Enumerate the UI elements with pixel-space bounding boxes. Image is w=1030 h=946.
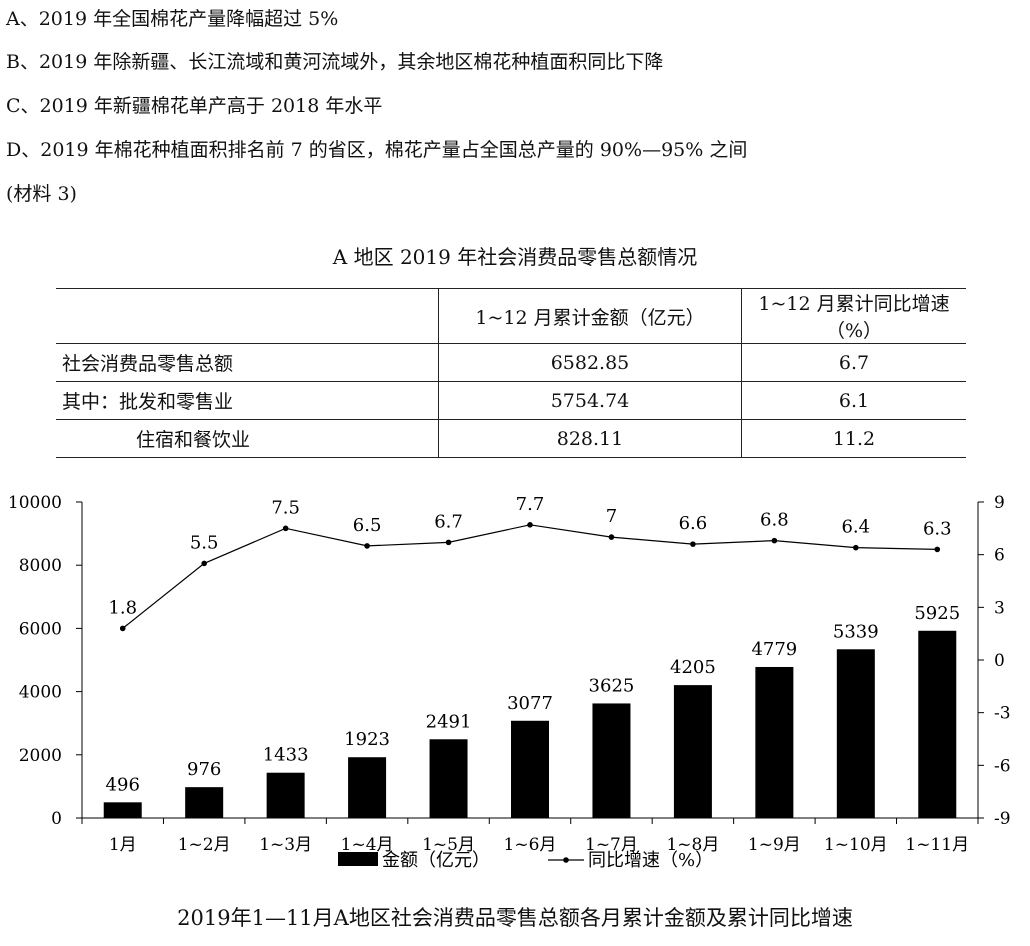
growth-point: [119, 625, 126, 632]
growth-point: [445, 539, 452, 546]
growth-line: [122, 524, 938, 629]
table-row-growth: 6.1: [741, 381, 966, 420]
growth-value-label: 6.8: [760, 510, 789, 531]
x-axis-category-label: 1~6月: [504, 835, 557, 855]
question-option-b: B、2019 年除新疆、长江流域和黄河流域外，其余地区棉花种植面积同比下降: [6, 51, 664, 73]
table-row-amount: 6582.85: [438, 343, 742, 382]
combo-chart: 0 2000 4000 6000 8000 10000 -9 -6 -3 0 3 6 9 496 976 14…: [8, 493, 1011, 871]
table-header-growth: 1~12 月累计同比增速（%）: [741, 288, 966, 344]
growth-point: [853, 544, 859, 551]
left-axis-tick-label: 0: [51, 809, 62, 829]
bar-value-label: 496: [106, 774, 140, 795]
right-axis-tick-label: -3: [994, 704, 1011, 724]
bar-value-label: 3625: [589, 675, 635, 696]
table-row-label: 社会消费品零售总额: [56, 343, 439, 382]
table-title: A 地区 2019 年社会消费品零售总额情况: [332, 245, 698, 269]
question-option-d: D、2019 年棉花种植面积排名前 7 的省区，棉花产量占全国总产量的 90%—…: [6, 139, 748, 161]
growth-point: [934, 546, 941, 553]
x-axis-category-label: 1~8月: [666, 835, 719, 855]
left-axis-tick-label: 6000: [19, 619, 62, 639]
growth-value-label: 6.4: [841, 517, 870, 538]
right-axis-tick-label: 3: [994, 598, 1005, 618]
growth-value-label: 6.7: [434, 511, 463, 532]
x-axis-category-label: 1~5月: [422, 835, 475, 855]
growth-point: [527, 522, 533, 528]
bar: [592, 703, 631, 818]
table-header-amount: 1~12 月累计金额（亿元）: [438, 288, 742, 344]
right-axis-tick-label: 0: [994, 651, 1005, 671]
bar-value-label: 4205: [670, 657, 716, 678]
table-row-amount: 828.11: [438, 419, 742, 458]
legend-line-marker: [563, 857, 569, 863]
x-axis-category-label: 1~11月: [905, 835, 969, 855]
table-row-label: 其中：批发和零售业: [56, 381, 439, 420]
left-axis-tick-label: 2000: [19, 746, 62, 766]
question-option-a: A、2019 年全国棉花产量降幅超过 5%: [6, 8, 339, 30]
bar-value-label: 3077: [507, 693, 553, 714]
right-axis-tick-label: 6: [994, 546, 1005, 566]
bar: [755, 666, 794, 818]
material-label: (材料 3): [6, 183, 77, 205]
chart-title: 2019年1—11月A地区社会消费品零售总额各月累计金额及累计同比增速: [177, 906, 853, 930]
bar: [185, 787, 224, 818]
bar: [673, 685, 712, 818]
right-axis-tick-label: 9: [994, 493, 1005, 513]
table-row: 其中：批发和零售业 5754.74 6.1: [56, 381, 966, 420]
growth-value-label: 6.6: [679, 513, 708, 534]
table-row-growth: 11.2: [741, 419, 966, 458]
bar: [266, 772, 305, 818]
table-row-amount: 5754.74: [438, 381, 742, 420]
growth-point: [771, 537, 778, 544]
bar: [836, 649, 875, 818]
bar-value-label: 2491: [426, 711, 472, 732]
bar: [511, 720, 549, 818]
table-row: 住宿和餐饮业 828.11 11.2: [56, 419, 966, 458]
retail-table: 1~12 月累计金额（亿元） 1~12 月累计同比增速（%） 社会消费品零售总额…: [56, 288, 966, 458]
legend-bar-label: 金额（亿元）: [382, 850, 490, 871]
table-row-label: 住宿和餐饮业: [56, 419, 439, 458]
table-header-cell: [56, 288, 439, 344]
left-axis-tick-label: 8000: [19, 556, 62, 576]
x-axis-category-label: 1~10月: [824, 835, 888, 855]
right-axis-tick-label: -9: [994, 809, 1011, 829]
bar-value-label: 5925: [914, 603, 960, 624]
growth-value-label: 6.5: [353, 515, 382, 536]
bar: [103, 802, 142, 818]
table-row-growth: 6.7: [741, 343, 966, 382]
bar: [348, 757, 387, 818]
bar: [429, 739, 468, 818]
growth-value-label: 7.7: [516, 494, 545, 515]
question-option-c: C、2019 年新疆棉花单产高于 2018 年水平: [6, 95, 383, 117]
left-axis-tick-label: 10000: [8, 493, 62, 513]
table-header-row: 1~12 月累计金额（亿元） 1~12 月累计同比增速（%）: [56, 288, 966, 344]
growth-point: [364, 543, 370, 549]
bar-value-label: 1433: [263, 745, 309, 766]
growth-value-label: 1.8: [108, 597, 137, 618]
growth-value-label: 5.5: [190, 532, 219, 553]
x-axis-category-label: 1~3月: [259, 835, 312, 855]
x-axis-category-label: 1~4月: [341, 835, 394, 855]
bar-value-label: 4779: [751, 639, 797, 660]
x-axis-category-label: 1~2月: [178, 835, 231, 855]
legend-line-label: 同比增速（%）: [588, 850, 713, 871]
table-row: 社会消费品零售总额 6582.85 6.7: [56, 343, 966, 382]
right-axis-tick-label: -6: [994, 756, 1011, 776]
x-axis-category-label: 1~7月: [585, 835, 638, 855]
left-axis-tick-label: 4000: [19, 683, 62, 703]
growth-value-label: 7.5: [271, 497, 300, 518]
growth-point: [690, 541, 696, 547]
x-axis-category-label: 1月: [109, 835, 137, 855]
bar: [918, 630, 957, 818]
growth-point: [201, 560, 207, 567]
bar-value-label: 1923: [344, 729, 390, 750]
bar-value-label: 5339: [833, 621, 879, 642]
growth-point: [608, 534, 615, 540]
growth-point: [282, 525, 289, 532]
bar-value-label: 976: [187, 759, 221, 780]
growth-value-label: 7: [606, 506, 617, 527]
growth-value-label: 6.3: [923, 518, 952, 539]
x-axis-category-label: 1~9月: [748, 835, 801, 855]
legend-bar-swatch: [338, 852, 378, 866]
